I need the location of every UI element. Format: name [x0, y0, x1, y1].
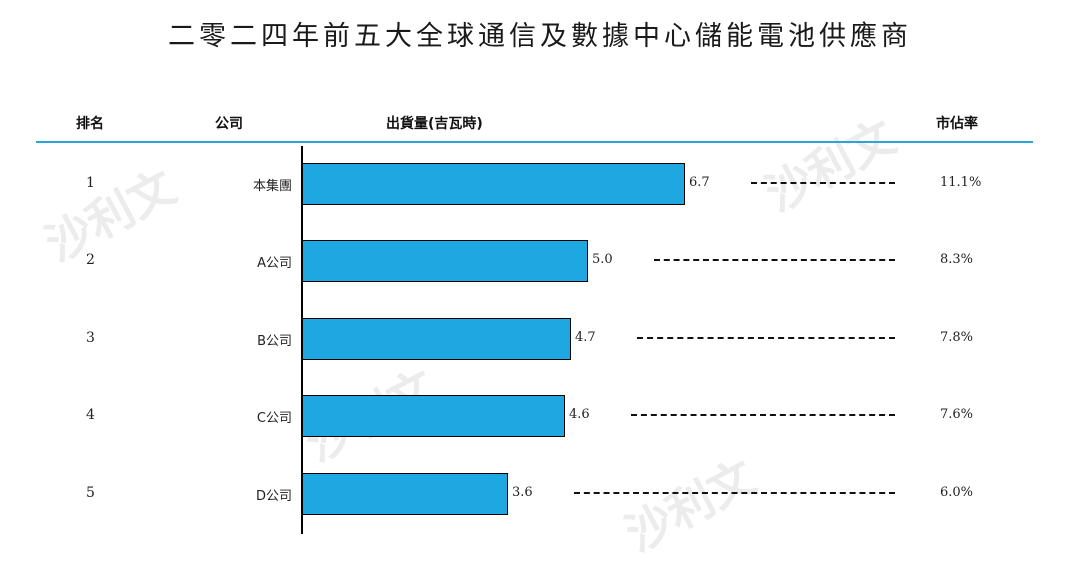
leader-line [637, 337, 895, 339]
company-label: A公司 [257, 256, 292, 271]
bar-value-label: 4.7 [575, 330, 596, 345]
bar [302, 395, 565, 437]
market-share-label: 7.8% [940, 330, 974, 345]
category-axis [301, 146, 303, 534]
bar-value-label: 6.7 [689, 175, 710, 190]
leader-line [631, 414, 895, 416]
rank-label: 3 [86, 330, 95, 346]
company-label: D公司 [255, 489, 292, 504]
bar-value-label: 5.0 [592, 252, 613, 267]
bar-value-label: 3.6 [512, 485, 533, 500]
chart-title: 二零二四年前五大全球通信及數據中心儲能電池供應商 [168, 21, 912, 52]
leader-line [751, 182, 895, 184]
header-shipment: 出貨量(吉瓦時) [386, 116, 483, 132]
rank-label: 5 [86, 485, 95, 501]
bar [302, 318, 571, 360]
market-share-label: 8.3% [940, 252, 974, 267]
bar-value-label: 4.6 [569, 407, 590, 422]
rank-label: 2 [86, 252, 95, 268]
bar [302, 163, 685, 205]
company-label: B公司 [257, 334, 292, 349]
rank-label: 1 [86, 175, 95, 191]
watermark: 沙利文 [36, 159, 185, 272]
header-rule [36, 141, 1033, 143]
header-market-share: 市佔率 [936, 116, 978, 132]
watermark: 沙利文 [616, 449, 765, 562]
watermark: 沙利文 [756, 109, 905, 222]
bar [302, 473, 508, 515]
leader-line [574, 492, 895, 494]
bar [302, 240, 588, 282]
market-share-label: 6.0% [940, 485, 974, 500]
leader-line [654, 259, 895, 261]
market-share-label: 7.6% [940, 407, 974, 422]
company-label: C公司 [256, 411, 292, 426]
company-label: 本集團 [252, 179, 292, 194]
market-share-label: 11.1% [940, 175, 982, 190]
rank-label: 4 [86, 407, 95, 423]
header-rank: 排名 [76, 116, 104, 132]
header-company: 公司 [215, 116, 243, 132]
